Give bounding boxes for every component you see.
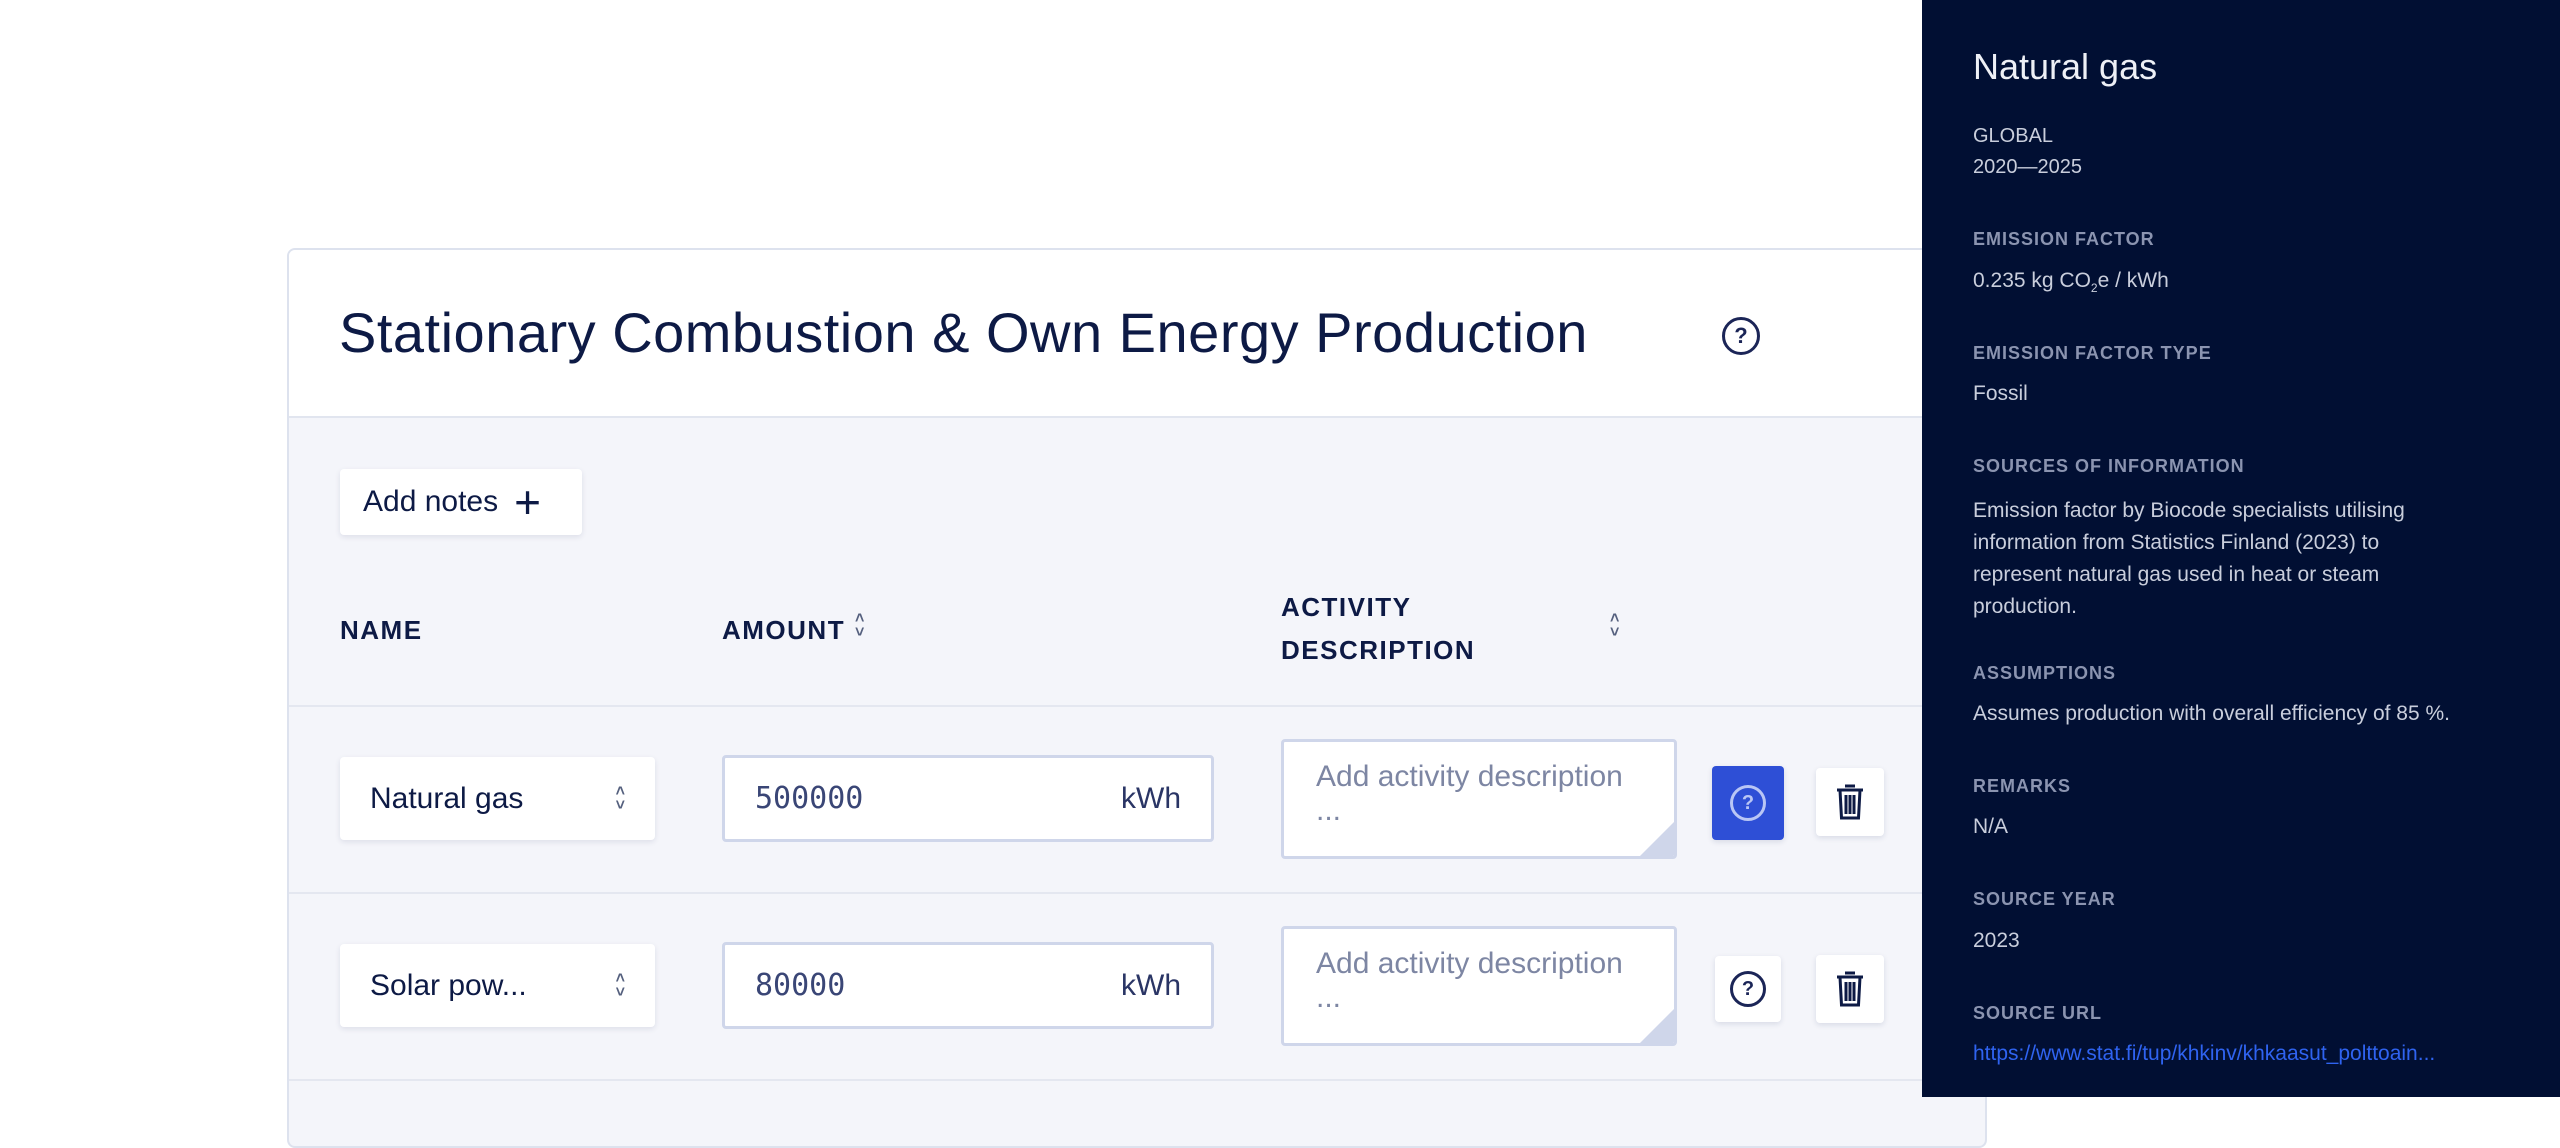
amount-value: 80000 <box>755 968 846 1003</box>
name-value: Solar pow... <box>370 968 527 1002</box>
card-header: Stationary Combustion & Own Energy Produ… <box>289 250 1985 418</box>
help-icon: ? <box>1730 971 1766 1007</box>
sort-amount-icon[interactable]: ˄ ˅ <box>855 610 865 641</box>
chevron-updown-icon: ˄ ˅ <box>615 969 625 1001</box>
info-button[interactable]: ? <box>1712 766 1784 840</box>
stationary-combustion-card: Stationary Combustion & Own Energy Produ… <box>287 248 1987 1148</box>
page-title: Stationary Combustion & Own Energy Produ… <box>339 301 1588 364</box>
placeholder: Add activity description ... <box>1316 760 1623 827</box>
sort-activity-icon[interactable]: ˄ ˅ <box>1610 610 1620 641</box>
amount-input[interactable]: 500000 kWh <box>722 755 1214 842</box>
remarks-label: REMARKS <box>1973 776 2072 796</box>
name-select[interactable]: Natural gas ˄ ˅ <box>340 757 655 840</box>
placeholder: Add activity description ... <box>1316 947 1623 1014</box>
resize-handle[interactable] <box>1640 822 1674 856</box>
assumptions-value: Assumes production with overall efficien… <box>1973 702 2451 725</box>
divider <box>289 1079 1985 1081</box>
name-value: Natural gas <box>370 781 524 815</box>
period: 2020—2025 <box>1973 156 2082 178</box>
sources-value: Emission factor by Biocode specialists u… <box>1973 499 2405 618</box>
emission-factor-type-label: EMISSION FACTOR TYPE <box>1973 343 2212 363</box>
divider <box>289 892 1985 894</box>
help-icon[interactable]: ? <box>1722 317 1760 355</box>
region: GLOBAL <box>1973 125 2054 147</box>
column-header-amount[interactable]: AMOUNT <box>722 615 846 645</box>
trash-icon <box>1837 971 1863 1007</box>
activity-description-textarea[interactable]: Add activity description ... <box>1281 926 1677 1046</box>
amount-value: 500000 <box>755 781 864 816</box>
unit-label: kWh <box>1121 781 1181 815</box>
activity-description-textarea[interactable]: Add activity description ... <box>1281 739 1677 859</box>
name-select[interactable]: Solar pow... ˄ ˅ <box>340 944 655 1027</box>
delete-button[interactable] <box>1816 955 1884 1023</box>
trash-icon <box>1837 784 1863 820</box>
resize-handle[interactable] <box>1640 1009 1674 1043</box>
emission-factor-type-value: Fossil <box>1973 382 2028 405</box>
unit-label: kWh <box>1121 968 1181 1002</box>
emission-factor-label: EMISSION FACTOR <box>1973 229 2155 249</box>
emission-factor-value: 0.235 kg CO2e / kWh <box>1973 269 2169 296</box>
remarks-value: N/A <box>1973 815 2009 838</box>
column-header-description[interactable]: DESCRIPTION <box>1281 635 1476 665</box>
emission-factor-panel: Natural gas GLOBAL 2020—2025 EMISSION FA… <box>1922 0 2560 1097</box>
plus-icon: + <box>514 476 541 528</box>
source-url-label: SOURCE URL <box>1973 1003 2103 1023</box>
delete-button[interactable] <box>1816 768 1884 836</box>
source-year-label: SOURCE YEAR <box>1973 889 2116 909</box>
source-url-link[interactable]: https://www.stat.fi/tup/khkinv/khkaasut_… <box>1973 1042 2436 1065</box>
amount-input[interactable]: 80000 kWh <box>722 942 1214 1029</box>
assumptions-label: ASSUMPTIONS <box>1973 663 2117 683</box>
add-notes-label: Add notes <box>363 485 499 518</box>
panel-title: Natural gas <box>1973 46 2158 87</box>
info-button[interactable]: ? <box>1715 956 1781 1022</box>
source-year-value: 2023 <box>1973 929 2020 952</box>
help-icon: ? <box>1730 785 1766 821</box>
sources-label: SOURCES OF INFORMATION <box>1973 456 2245 476</box>
column-header-name: NAME <box>340 615 423 645</box>
column-header-activity[interactable]: ACTIVITY <box>1281 592 1412 622</box>
divider <box>289 705 1985 707</box>
add-notes-button[interactable]: Add notes + <box>340 469 582 535</box>
chevron-updown-icon: ˄ ˅ <box>615 782 625 814</box>
